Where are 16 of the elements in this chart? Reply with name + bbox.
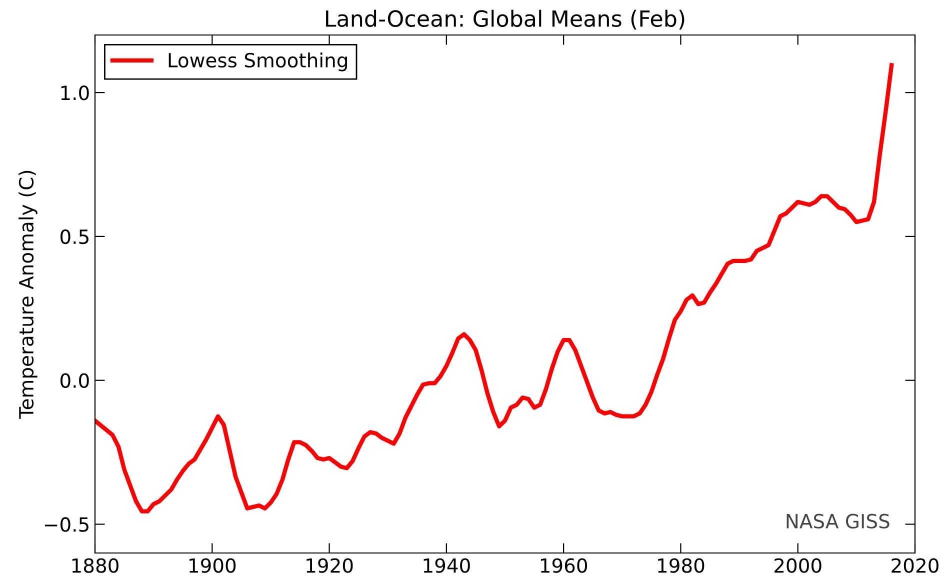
x-tick-label: 1980 <box>658 558 704 573</box>
annotation: NASA GISS <box>786 514 890 529</box>
x-tick-label: 1940 <box>424 558 470 573</box>
chart-title: Land-Ocean: Global Means (Feb) <box>326 10 684 30</box>
y-tick-label: 1.0 <box>61 86 89 100</box>
y-axis-title: Temperature Anomaly (C) <box>18 170 38 419</box>
legend-label: Lowess Smoothing <box>168 52 347 72</box>
x-tick-label: 1880 <box>72 558 118 573</box>
y-tick-label: 0.5 <box>60 229 88 244</box>
y-tick-label: 0.0 <box>60 373 89 388</box>
x-tick-label: 1960 <box>540 558 588 573</box>
x-tick-label: 1920 <box>306 558 353 573</box>
x-tick-label: 1900 <box>190 558 236 573</box>
x-tick-label: 2020 <box>892 558 938 573</box>
x-tick-label: 2000 <box>774 558 822 573</box>
y-tick-label: −0.5 <box>44 517 88 532</box>
